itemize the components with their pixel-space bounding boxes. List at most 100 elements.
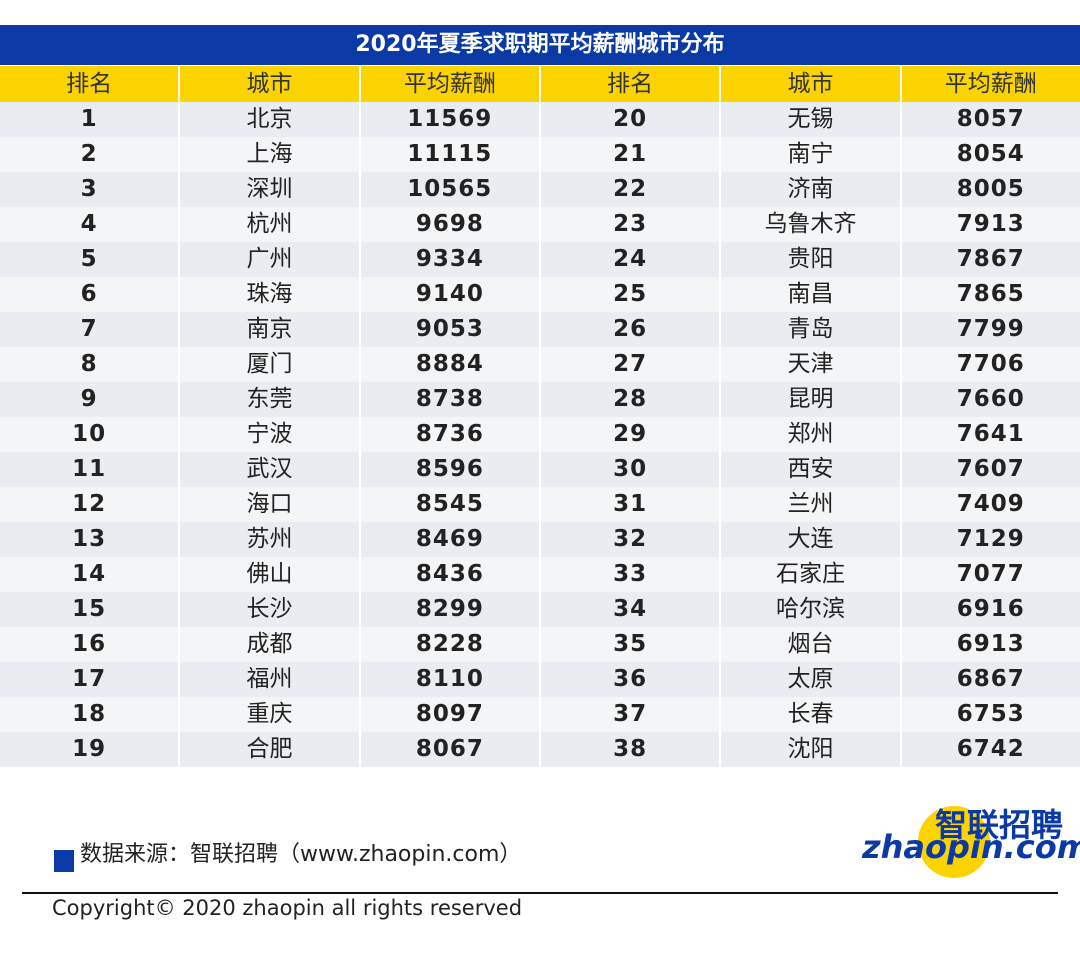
table-cell: 5 (0, 242, 179, 277)
table-cell: 无锡 (721, 102, 900, 137)
table-cell: 22 (540, 172, 720, 207)
logo-circle (918, 806, 990, 878)
table-cell: 26 (540, 312, 720, 347)
table-cell: 济南 (721, 172, 900, 207)
table-cell: 12 (0, 487, 179, 522)
table-cell: 21 (540, 137, 720, 172)
table-cell: 东莞 (180, 382, 359, 417)
table-cell: 重庆 (180, 697, 359, 732)
table-cell: 13 (0, 522, 179, 557)
table-cell: 大连 (721, 522, 900, 557)
table-row: 17 福州 8110 36 太原 6867 (0, 662, 1080, 697)
table-cell: 7865 (901, 277, 1080, 312)
table-cell: 8097 (360, 697, 539, 732)
table-cell: 7867 (901, 242, 1080, 277)
table-cell: 珠海 (180, 277, 359, 312)
table-cell: 北京 (180, 102, 359, 137)
table-cell: 8005 (901, 172, 1080, 207)
table-cell: 28 (540, 382, 720, 417)
table-cell: 太原 (721, 662, 900, 697)
table-row: 15 长沙 8299 34 哈尔滨 6916 (0, 592, 1080, 627)
table-row: 5 广州 9334 24 贵阳 7867 (0, 242, 1080, 277)
table-cell: 西安 (721, 452, 900, 487)
footer-rule (22, 892, 1058, 894)
table-cell: 8738 (360, 382, 539, 417)
table-cell: 石家庄 (721, 557, 900, 592)
table-row: 12 海口 8545 31 兰州 7409 (0, 487, 1080, 522)
table-cell: 苏州 (180, 522, 359, 557)
table-cell: 昆明 (721, 382, 900, 417)
table-cell: 乌鲁木齐 (721, 207, 900, 242)
table-cell: 38 (540, 732, 720, 767)
table-cell: 哈尔滨 (721, 592, 900, 627)
table-cell: 8054 (901, 137, 1080, 172)
table-cell: 25 (540, 277, 720, 312)
table-cell: 2 (0, 137, 179, 172)
table-cell: 佛山 (180, 557, 359, 592)
header-cell: 城市 (721, 66, 900, 102)
table-cell: 33 (540, 557, 720, 592)
table-cell: 贵阳 (721, 242, 900, 277)
table-cell: 8545 (360, 487, 539, 522)
table-cell: 17 (0, 662, 179, 697)
table-cell: 30 (540, 452, 720, 487)
table-cell: 8884 (360, 347, 539, 382)
table-cell: 南昌 (721, 277, 900, 312)
table-row: 10 宁波 8736 29 郑州 7641 (0, 417, 1080, 452)
header-cell: 排名 (0, 66, 179, 102)
table-cell: 6742 (901, 732, 1080, 767)
table-cell: 34 (540, 592, 720, 627)
table-cell: 6 (0, 277, 179, 312)
table-cell: 长春 (721, 697, 900, 732)
table-cell: 11569 (360, 102, 539, 137)
table-title: 2020年夏季求职期平均薪酬城市分布 (0, 25, 1080, 65)
table-cell: 9140 (360, 277, 539, 312)
table-cell: 青岛 (721, 312, 900, 347)
table-cell: 南京 (180, 312, 359, 347)
table-cell: 7641 (901, 417, 1080, 452)
table-row: 6 珠海 9140 25 南昌 7865 (0, 277, 1080, 312)
table-cell: 8436 (360, 557, 539, 592)
table-cell: 烟台 (721, 627, 900, 662)
table-cell: 广州 (180, 242, 359, 277)
table-cell: 3 (0, 172, 179, 207)
table-cell: 兰州 (721, 487, 900, 522)
table-cell: 厦门 (180, 347, 359, 382)
table-cell: 32 (540, 522, 720, 557)
header-cell: 城市 (180, 66, 359, 102)
table-cell: 8469 (360, 522, 539, 557)
table-cell: 7799 (901, 312, 1080, 347)
logo-english: zhaopin.com (862, 828, 1080, 866)
table-cell: 7913 (901, 207, 1080, 242)
table-cell: 武汉 (180, 452, 359, 487)
table-cell: 福州 (180, 662, 359, 697)
source-marker (54, 850, 74, 872)
table-cell: 20 (540, 102, 720, 137)
table-cell: 郑州 (721, 417, 900, 452)
table-cell: 9334 (360, 242, 539, 277)
table-row: 4 杭州 9698 23 乌鲁木齐 7913 (0, 207, 1080, 242)
table-cell: 8 (0, 347, 179, 382)
table-cell: 9698 (360, 207, 539, 242)
table-row: 2 上海 11115 21 南宁 8054 (0, 137, 1080, 172)
logo-chinese: 智联招聘 (935, 806, 1064, 844)
table-cell: 36 (540, 662, 720, 697)
table-cell: 7607 (901, 452, 1080, 487)
table-row: 19 合肥 8067 38 沈阳 6742 (0, 732, 1080, 767)
table-cell: 天津 (721, 347, 900, 382)
table-cell: 合肥 (180, 732, 359, 767)
header-cell: 排名 (540, 66, 720, 102)
table-cell: 8228 (360, 627, 539, 662)
table-cell: 10565 (360, 172, 539, 207)
copyright: Copyright© 2020 zhaopin all rights reser… (52, 896, 523, 920)
table-cell: 31 (540, 487, 720, 522)
table-cell: 11 (0, 452, 179, 487)
table-cell: 深圳 (180, 172, 359, 207)
table-cell: 沈阳 (721, 732, 900, 767)
table-row: 7 南京 9053 26 青岛 7799 (0, 312, 1080, 347)
table-cell: 16 (0, 627, 179, 662)
table-cell: 10 (0, 417, 179, 452)
table-cell: 8736 (360, 417, 539, 452)
table-cell: 8299 (360, 592, 539, 627)
